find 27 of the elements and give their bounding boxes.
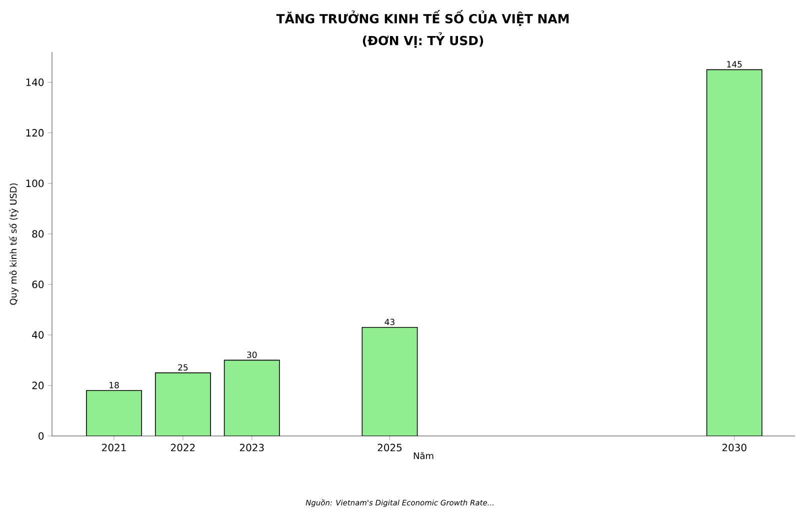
- chart-title: TĂNG TRƯỞNG KINH TẾ SỐ CỦA VIỆT NAM: [276, 10, 569, 26]
- bar: [706, 69, 762, 436]
- bar: [154, 372, 211, 436]
- y-tick-label: 100: [26, 180, 44, 188]
- y-tick-label: 140: [26, 78, 44, 86]
- x-axis-title: Năm: [414, 452, 434, 460]
- y-tick-label: 120: [26, 129, 44, 137]
- x-tick-label: 2023: [240, 444, 264, 452]
- x-tick-label: 2030: [722, 444, 746, 452]
- data-label: 25: [178, 364, 188, 371]
- x-tick-label: 2022: [171, 444, 195, 452]
- bar: [362, 326, 418, 436]
- chart-subtitle: (ĐƠN VỊ: TỶ USD): [362, 32, 484, 48]
- y-tick-label: 80: [32, 230, 44, 238]
- y-axis-title: Quy mô kinh tế số (tỷ USD): [8, 183, 18, 305]
- y-tick-label: 0: [38, 432, 44, 440]
- bar: [224, 360, 280, 436]
- data-label: 30: [247, 352, 257, 358]
- data-label: 43: [384, 318, 394, 326]
- x-tick-label: 2021: [102, 444, 126, 452]
- x-tick-label: 2025: [378, 444, 402, 452]
- bar: [86, 390, 142, 436]
- y-tick-label: 40: [32, 331, 44, 339]
- y-tick-label: 60: [32, 280, 44, 288]
- data-label: 145: [727, 61, 742, 68]
- y-tick-label: 20: [32, 382, 44, 390]
- data-label: 18: [110, 382, 119, 388]
